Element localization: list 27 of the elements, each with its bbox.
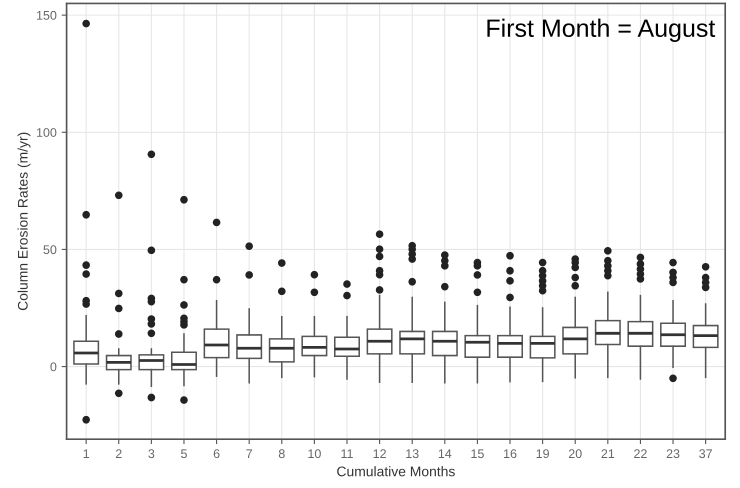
y-axis-title: Column Erosion Rates (m/yr) (18, 132, 30, 310)
y-tick-label: 150 (36, 10, 56, 20)
x-tick-label: 19 (536, 449, 549, 458)
x-tick-label: 23 (666, 449, 680, 458)
x-tick-label: 8 (278, 449, 285, 458)
x-tick-label: 20 (568, 449, 582, 458)
x-tick-label: 12 (374, 449, 386, 458)
x-tick-label: 37 (699, 449, 712, 458)
x-tick-label: 2 (116, 449, 122, 458)
x-tick-label: 16 (504, 449, 516, 458)
x-axis-title: Cumulative Months (337, 466, 455, 476)
y-tick-label: 0 (50, 362, 56, 372)
y-tick-label: 50 (43, 245, 56, 254)
x-tick-label: 7 (246, 449, 252, 458)
x-tick-label: 10 (308, 449, 321, 458)
annotation: First Month = August (487, 18, 716, 42)
x-tick-label: 1 (84, 449, 90, 458)
x-tick-label: 3 (148, 449, 154, 458)
x-tick-label: 11 (341, 449, 353, 458)
x-tick-label: 5 (181, 449, 187, 458)
y-tick-label: 100 (36, 128, 56, 137)
x-tick-label: 13 (406, 449, 419, 458)
x-tick-label: 21 (602, 449, 614, 458)
x-tick-label: 14 (438, 449, 452, 458)
x-tick-label: 6 (214, 449, 220, 458)
x-tick-label: 15 (471, 449, 484, 458)
x-tick-label: 22 (634, 449, 647, 458)
